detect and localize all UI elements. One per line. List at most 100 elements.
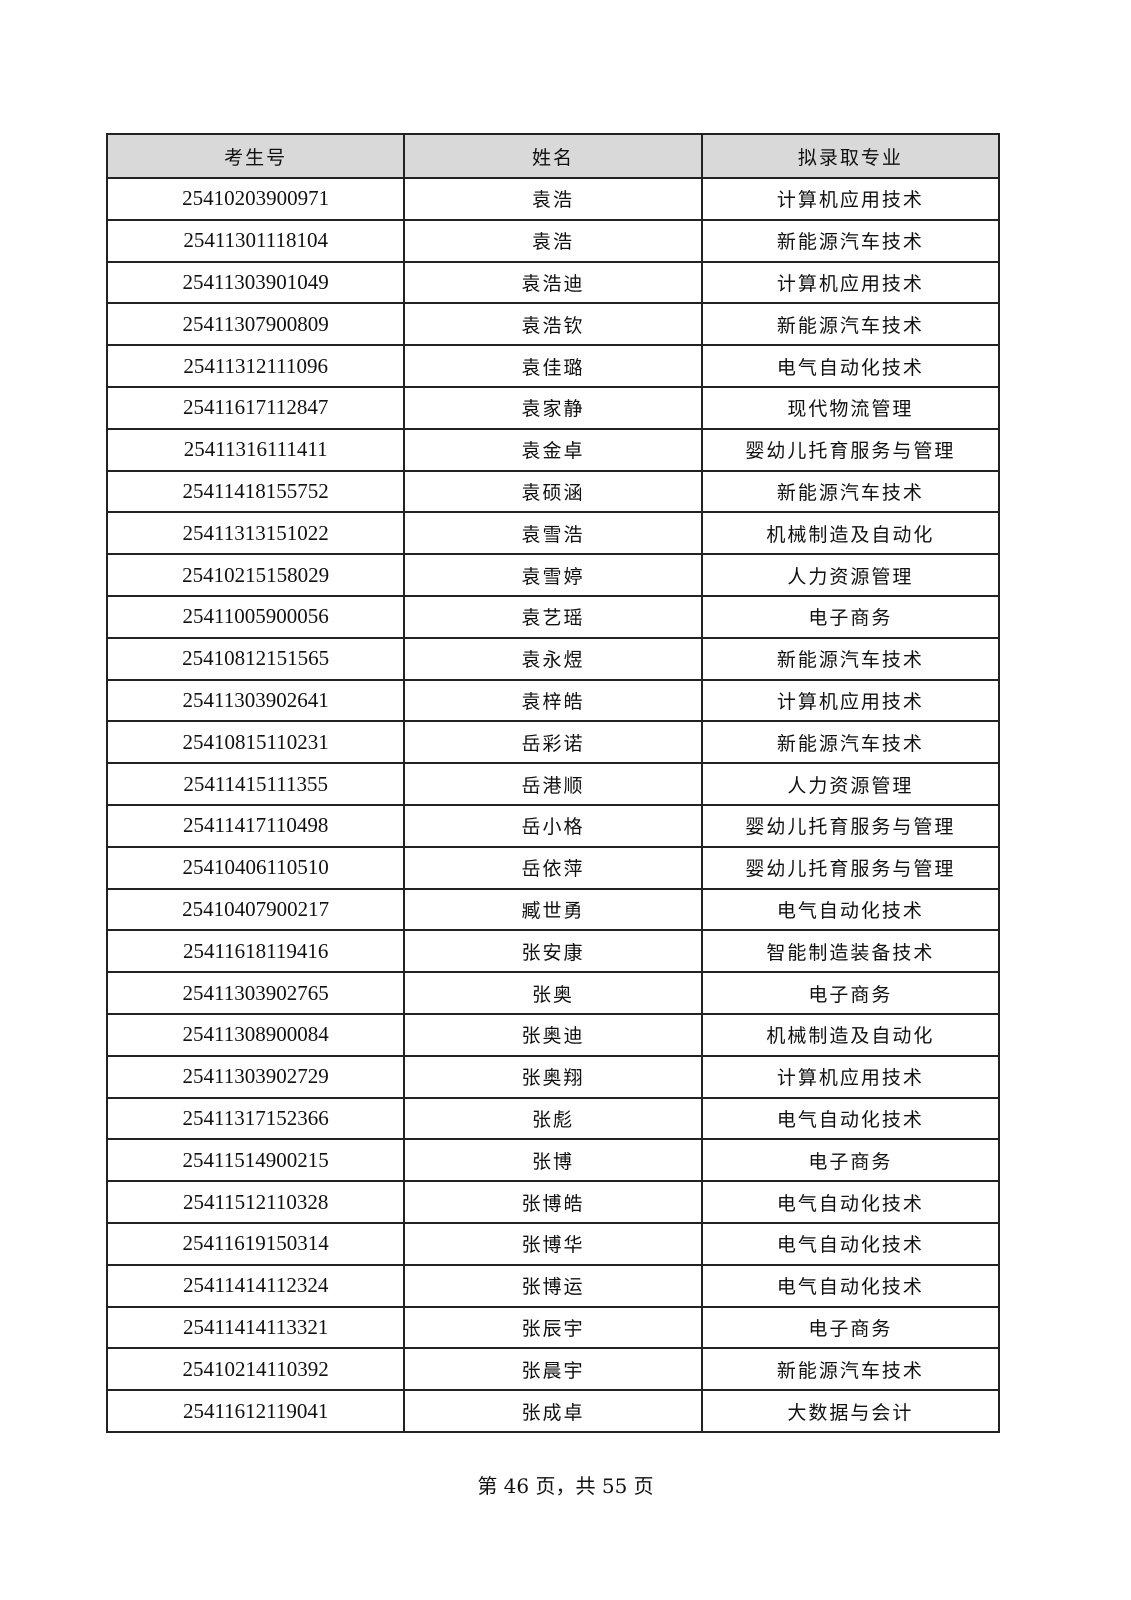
- name-cell: 张成卓: [403, 1389, 703, 1433]
- table-row: 25410407900217 臧世勇 电气自动化技术: [105, 887, 1001, 932]
- name-cell: 袁雪浩: [403, 511, 703, 556]
- table-row: 25410406110510 岳依萍 婴幼儿托育服务与管理: [105, 845, 1001, 890]
- exam-number-cell: 25410406110510: [105, 845, 406, 890]
- header-name: 姓名: [403, 133, 703, 179]
- exam-number-cell: 25411417110498: [105, 803, 406, 848]
- name-cell: 张博华: [403, 1221, 703, 1266]
- exam-number-cell: 25411303901049: [105, 260, 406, 305]
- table-row: 25411313151022 袁雪浩 机械制造及自动化: [105, 511, 1001, 556]
- table-row: 25410815110231 岳彩诺 新能源汽车技术: [105, 720, 1001, 765]
- major-cell: 人力资源管理: [700, 762, 1001, 806]
- major-cell: 电子商务: [700, 1305, 1001, 1350]
- table-row: 25411312111096 袁佳璐 电气自动化技术: [105, 344, 1001, 388]
- exam-number-cell: 25410812151565: [105, 636, 406, 681]
- table-row: 25411303901049 袁浩迪 计算机应用技术: [105, 260, 1001, 305]
- table-row: 25411303902729 张奥翔 计算机应用技术: [105, 1054, 1001, 1099]
- name-cell: 岳港顺: [403, 762, 703, 806]
- major-cell: 电气自动化技术: [700, 344, 1001, 388]
- exam-number-cell: 25411307900809: [105, 302, 406, 347]
- name-cell: 张博皓: [403, 1180, 703, 1224]
- table-row: 25411618119416 张安康 智能制造装备技术: [105, 929, 1001, 974]
- name-cell: 张奥翔: [403, 1054, 703, 1099]
- table-header-row: 考生号 姓名 拟录取专业: [105, 133, 1001, 179]
- exam-number-cell: 25410215158029: [105, 553, 406, 597]
- name-cell: 张博运: [403, 1263, 703, 1308]
- name-cell: 袁永煜: [403, 636, 703, 681]
- major-cell: 婴幼儿托育服务与管理: [700, 427, 1001, 472]
- table-row: 25411414112324 张博运 电气自动化技术: [105, 1263, 1001, 1308]
- exam-number-cell: 25411512110328: [105, 1180, 406, 1224]
- major-cell: 新能源汽车技术: [700, 218, 1001, 263]
- major-cell: 新能源汽车技术: [700, 1347, 1001, 1392]
- name-cell: 张博: [403, 1138, 703, 1183]
- major-cell: 新能源汽车技术: [700, 636, 1001, 681]
- table-row: 25411303902765 张奥 电子商务: [105, 971, 1001, 1015]
- table-row: 25411617112847 袁家静 现代物流管理: [105, 385, 1001, 430]
- major-cell: 计算机应用技术: [700, 678, 1001, 723]
- table-row: 25411514900215 张博 电子商务: [105, 1138, 1001, 1183]
- table-row: 25411619150314 张博华 电气自动化技术: [105, 1221, 1001, 1266]
- page-footer: 第 46 页，共 55 页: [477, 1474, 654, 1498]
- name-cell: 张晨宇: [403, 1347, 703, 1392]
- name-cell: 袁浩: [403, 218, 703, 263]
- major-cell: 新能源汽车技术: [700, 302, 1001, 347]
- exam-number-cell: 25411418155752: [105, 469, 406, 514]
- major-cell: 计算机应用技术: [700, 177, 1001, 221]
- name-cell: 岳小格: [403, 803, 703, 848]
- major-cell: 电气自动化技术: [700, 1096, 1001, 1141]
- name-cell: 臧世勇: [403, 887, 703, 932]
- name-cell: 袁家静: [403, 385, 703, 430]
- table-row: 25411418155752 袁硕涵 新能源汽车技术: [105, 469, 1001, 514]
- exam-number-cell: 25411514900215: [105, 1138, 406, 1183]
- major-cell: 智能制造装备技术: [700, 929, 1001, 974]
- exam-number-cell: 25410203900971: [105, 177, 406, 221]
- table-row: 25411612119041 张成卓 大数据与会计: [105, 1389, 1001, 1433]
- name-cell: 岳彩诺: [403, 720, 703, 765]
- table-row: 25411303902641 袁梓皓 计算机应用技术: [105, 678, 1001, 723]
- major-cell: 计算机应用技术: [700, 260, 1001, 305]
- name-cell: 袁雪婷: [403, 553, 703, 597]
- table-row: 25411307900809 袁浩钦 新能源汽车技术: [105, 302, 1001, 347]
- table-row: 25411317152366 张彪 电气自动化技术: [105, 1096, 1001, 1141]
- major-cell: 机械制造及自动化: [700, 511, 1001, 556]
- header-exam-number: 考生号: [105, 133, 406, 179]
- header-major: 拟录取专业: [700, 133, 1001, 179]
- major-cell: 电气自动化技术: [700, 1221, 1001, 1266]
- exam-number-cell: 25411316111411: [105, 427, 406, 472]
- major-cell: 计算机应用技术: [700, 1054, 1001, 1099]
- major-cell: 电子商务: [700, 971, 1001, 1015]
- major-cell: 婴幼儿托育服务与管理: [700, 803, 1001, 848]
- table-row: 25411301118104 袁浩 新能源汽车技术: [105, 218, 1001, 263]
- table-row: 25411308900084 张奥迪 机械制造及自动化: [105, 1012, 1001, 1057]
- exam-number-cell: 25411415111355: [105, 762, 406, 806]
- admission-table: 考生号 姓名 拟录取专业 25410203900971 袁浩 计算机应用技术 2541…: [105, 133, 1001, 1433]
- exam-number-cell: 25411308900084: [105, 1012, 406, 1057]
- name-cell: 袁梓皓: [403, 678, 703, 723]
- table-row: 25411415111355 岳港顺 人力资源管理: [105, 762, 1001, 806]
- exam-number-cell: 25411313151022: [105, 511, 406, 556]
- major-cell: 电气自动化技术: [700, 1180, 1001, 1224]
- exam-number-cell: 25410815110231: [105, 720, 406, 765]
- name-cell: 袁佳璐: [403, 344, 703, 388]
- exam-number-cell: 25410407900217: [105, 887, 406, 932]
- exam-number-cell: 25411414112324: [105, 1263, 406, 1308]
- major-cell: 电子商务: [700, 1138, 1001, 1183]
- major-cell: 新能源汽车技术: [700, 469, 1001, 514]
- table-row: 25411417110498 岳小格 婴幼儿托育服务与管理: [105, 803, 1001, 848]
- name-cell: 袁浩: [403, 177, 703, 221]
- name-cell: 张安康: [403, 929, 703, 974]
- major-cell: 新能源汽车技术: [700, 720, 1001, 765]
- major-cell: 电子商务: [700, 594, 1001, 639]
- major-cell: 电气自动化技术: [700, 1263, 1001, 1308]
- table-row: 25411512110328 张博皓 电气自动化技术: [105, 1180, 1001, 1224]
- name-cell: 张辰宇: [403, 1305, 703, 1350]
- major-cell: 机械制造及自动化: [700, 1012, 1001, 1057]
- exam-number-cell: 25411301118104: [105, 218, 406, 263]
- exam-number-cell: 25411303902729: [105, 1054, 406, 1099]
- major-cell: 人力资源管理: [700, 553, 1001, 597]
- exam-number-cell: 25411618119416: [105, 929, 406, 974]
- major-cell: 大数据与会计: [700, 1389, 1001, 1433]
- table-row: 25410203900971 袁浩 计算机应用技术: [105, 177, 1001, 221]
- major-cell: 现代物流管理: [700, 385, 1001, 430]
